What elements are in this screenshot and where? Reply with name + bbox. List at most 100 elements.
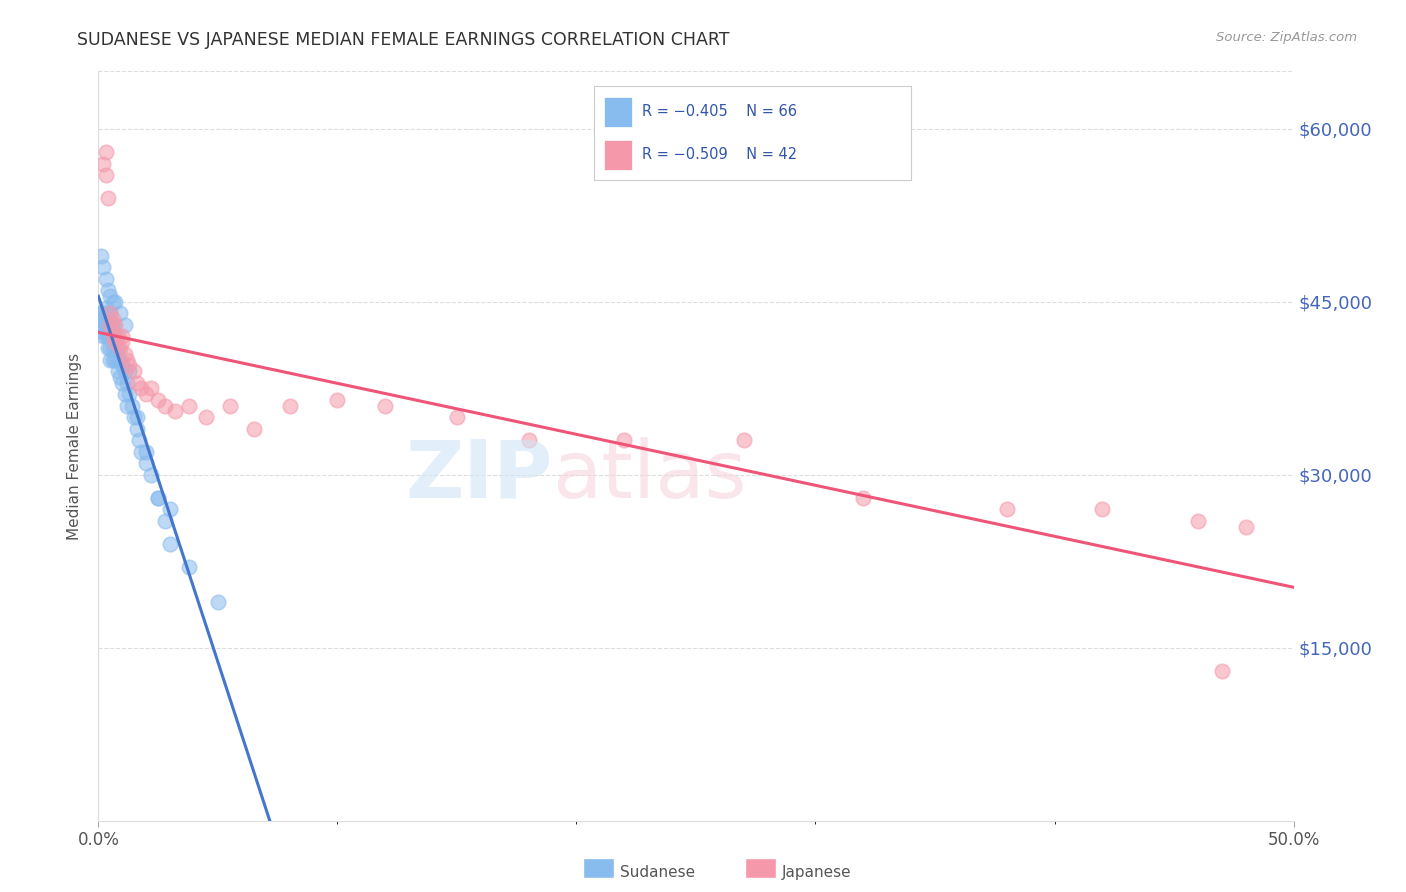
Text: Sudanese: Sudanese: [620, 865, 695, 880]
Point: [124, 410, 146, 425]
Point: [135, 444, 157, 458]
Point: [1187, 514, 1209, 528]
Point: [97, 318, 120, 332]
Point: [118, 387, 141, 401]
Point: [97, 341, 120, 355]
Point: [101, 318, 124, 332]
Point: [94, 329, 117, 343]
Point: [139, 381, 162, 395]
Point: [125, 422, 148, 436]
Text: atlas: atlas: [553, 437, 747, 515]
Point: [195, 410, 218, 425]
Point: [98, 318, 122, 332]
Point: [148, 491, 170, 505]
Point: [98, 352, 122, 367]
Point: [114, 387, 136, 401]
Point: [98, 289, 122, 303]
Point: [101, 329, 124, 343]
Point: [101, 352, 124, 367]
Point: [91, 312, 114, 326]
Point: [97, 284, 120, 298]
Text: Japanese: Japanese: [782, 865, 852, 880]
Point: [90, 312, 112, 326]
Point: [135, 387, 157, 401]
Y-axis label: Median Female Earnings: Median Female Earnings: [67, 352, 83, 540]
Point: [111, 376, 134, 390]
Point: [155, 514, 177, 528]
Point: [108, 352, 131, 367]
Point: [94, 145, 117, 159]
Point: [159, 537, 181, 551]
Point: [115, 352, 138, 367]
Point: [114, 347, 136, 361]
Point: [94, 318, 117, 332]
Text: ZIP: ZIP: [405, 437, 553, 515]
Point: [101, 312, 124, 326]
Point: [115, 376, 138, 390]
Point: [107, 341, 129, 355]
Point: [135, 456, 157, 470]
Point: [118, 364, 141, 378]
Point: [94, 312, 117, 326]
Point: [148, 392, 170, 407]
Point: [90, 306, 112, 320]
Point: [107, 352, 129, 367]
Point: [104, 341, 127, 355]
Point: [159, 502, 181, 516]
Text: Source: ZipAtlas.com: Source: ZipAtlas.com: [1216, 31, 1357, 45]
Point: [1211, 664, 1233, 678]
Point: [163, 404, 186, 418]
Point: [852, 491, 875, 505]
Point: [733, 434, 755, 448]
Point: [374, 399, 396, 413]
Point: [91, 156, 114, 170]
Point: [446, 410, 468, 425]
Point: [94, 301, 117, 315]
Point: [139, 467, 162, 482]
Point: [108, 306, 131, 320]
Point: [98, 329, 122, 343]
Point: [91, 329, 114, 343]
Point: [243, 422, 266, 436]
Point: [207, 594, 229, 608]
Point: [114, 318, 136, 332]
Point: [115, 399, 138, 413]
Point: [98, 318, 122, 332]
Point: [108, 341, 131, 355]
Point: [517, 434, 540, 448]
Point: [104, 352, 127, 367]
Point: [90, 249, 112, 263]
Point: [114, 364, 136, 378]
Point: [101, 341, 124, 355]
Point: [1234, 519, 1257, 533]
Point: [148, 491, 170, 505]
Point: [98, 341, 122, 355]
Point: [219, 399, 242, 413]
Point: [97, 329, 120, 343]
Point: [121, 399, 143, 413]
Point: [278, 399, 301, 413]
Point: [107, 364, 129, 378]
Point: [91, 260, 114, 275]
Point: [91, 306, 114, 320]
Point: [125, 410, 148, 425]
Point: [107, 329, 129, 343]
Point: [90, 318, 112, 332]
Point: [128, 434, 150, 448]
Point: [326, 392, 349, 407]
Point: [94, 272, 117, 286]
Point: [111, 335, 134, 350]
Point: [124, 364, 146, 378]
Point: [90, 324, 112, 338]
Text: SUDANESE VS JAPANESE MEDIAN FEMALE EARNINGS CORRELATION CHART: SUDANESE VS JAPANESE MEDIAN FEMALE EARNI…: [77, 31, 730, 49]
Point: [104, 294, 127, 309]
Point: [97, 312, 120, 326]
Point: [131, 381, 153, 395]
Point: [155, 399, 177, 413]
Point: [179, 399, 201, 413]
Point: [118, 359, 141, 373]
Point: [131, 444, 153, 458]
Point: [97, 191, 120, 205]
Point: [613, 434, 636, 448]
Point: [104, 318, 127, 332]
